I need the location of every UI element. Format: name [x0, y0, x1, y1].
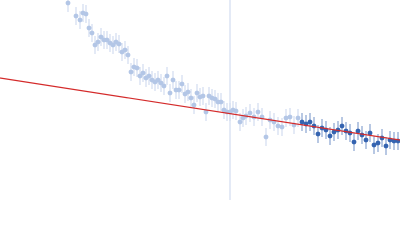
- data-point: [237, 119, 243, 125]
- data-point: [275, 123, 281, 129]
- data-point: [299, 119, 305, 125]
- data-point: [287, 114, 293, 120]
- data-point: [307, 119, 313, 125]
- fit-line: [0, 77, 400, 141]
- data-point: [73, 13, 79, 19]
- data-point: [255, 109, 261, 115]
- data-point: [339, 123, 345, 129]
- data-point: [176, 87, 182, 93]
- data-point: [263, 134, 269, 140]
- data-point: [122, 47, 128, 53]
- data-point: [371, 142, 377, 148]
- data-point: [200, 93, 206, 99]
- data-point: [247, 110, 253, 116]
- data-point: [110, 42, 116, 48]
- data-point: [283, 115, 289, 121]
- data-point: [375, 140, 381, 146]
- data-point: [203, 109, 209, 115]
- data-point: [331, 129, 337, 135]
- data-point: [233, 108, 239, 114]
- data-point: [179, 81, 185, 87]
- data-point: [128, 69, 134, 75]
- data-point: [194, 90, 200, 96]
- data-point: [89, 30, 95, 36]
- data-point: [161, 83, 167, 89]
- data-point: [167, 90, 173, 96]
- data-point: [185, 89, 191, 95]
- data-point: [116, 41, 122, 47]
- data-point: [351, 139, 357, 145]
- data-point: [134, 65, 140, 71]
- data-point: [315, 131, 321, 137]
- data-point: [279, 124, 285, 130]
- data-point: [104, 37, 110, 43]
- data-point: [367, 130, 373, 136]
- data-point: [188, 95, 194, 101]
- data-point: [164, 73, 170, 79]
- data-point: [86, 25, 92, 31]
- data-point: [92, 42, 98, 48]
- data-point: [363, 137, 369, 143]
- chart: [0, 0, 400, 200]
- data-point: [295, 115, 301, 121]
- data-point: [146, 73, 152, 79]
- data-point: [327, 133, 333, 139]
- data-point: [158, 80, 164, 86]
- data-point: [77, 17, 83, 23]
- data-point: [140, 70, 146, 76]
- data-point: [98, 34, 104, 40]
- data-point: [212, 96, 218, 102]
- data-point: [191, 102, 197, 108]
- data-point: [355, 128, 361, 134]
- data-point: [170, 77, 176, 83]
- data-point: [383, 143, 389, 149]
- data-point: [137, 73, 143, 79]
- data-point: [155, 77, 161, 83]
- data-point: [218, 99, 224, 105]
- data-point: [83, 11, 89, 17]
- data-point: [95, 39, 101, 45]
- data-point: [65, 0, 71, 6]
- data-point: [125, 52, 131, 58]
